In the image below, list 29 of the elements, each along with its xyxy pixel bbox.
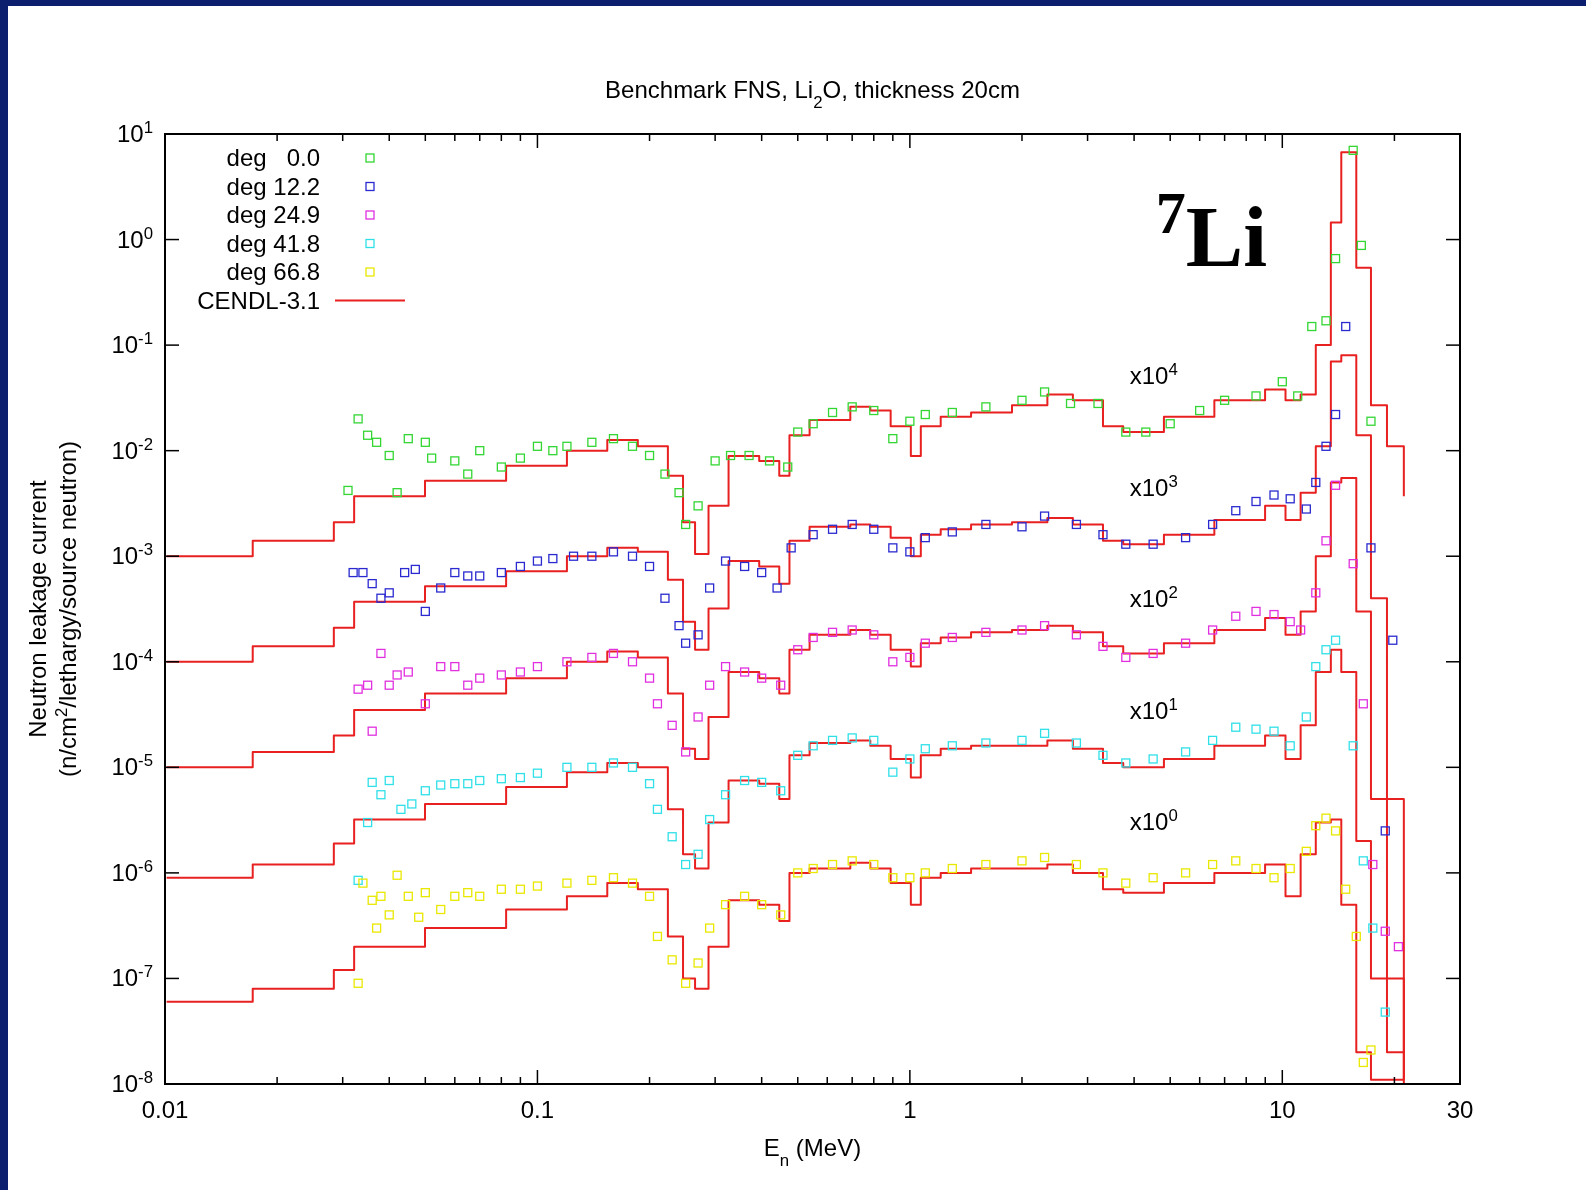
legend-label: deg 0.0 [226,144,320,171]
annotation: x10$^{0}$ [1129,805,1178,835]
y-tick-label: 10$^{0}$ [116,223,153,253]
y-tick-label: 10$^{-7}$ [111,961,153,992]
x-tick-label: 10 [1268,1096,1296,1123]
y-tick-label: 10$^{-3}$ [111,539,153,570]
y-tick-label: 10$^{-5}$ [111,750,153,781]
legend-label: deg 24.9 [226,201,320,228]
y-tick-label: 10$^{-6}$ [111,856,153,886]
annotation: x10$^{1}$ [1129,694,1178,724]
x-tick-label: 1 [903,1096,917,1123]
chart-title: Benchmark FNS, Li$_{2}$O, thickness 20cm [605,76,1020,112]
y-tick-label: 10$^{1}$ [116,117,153,147]
x-axis-title: E$_{n}$ (MeV) [763,1134,862,1170]
y-tick-label: 10$^{-4}$ [111,645,153,675]
annotation: x10$^{4}$ [1129,359,1178,389]
legend-label: CENDL-3.1 [197,286,320,314]
x-tick-label: 0.1 [520,1096,555,1123]
legend-label: deg 41.8 [226,229,320,257]
y-tick-label: 10$^{-8}$ [111,1067,153,1097]
annotation: x10$^{3}$ [1129,471,1178,501]
annotation: $^{7}$Li [1155,178,1268,285]
x-tick-label: 30 [1446,1096,1474,1123]
annotation: x10$^{2}$ [1129,582,1178,612]
y-tick-label: 10$^{-1}$ [111,328,153,359]
x-tick-label: 0.01 [141,1096,189,1123]
y-tick-label: 10$^{-2}$ [111,434,153,464]
legend-label: deg 66.8 [226,258,320,285]
legend-label: deg 12.2 [226,172,320,200]
